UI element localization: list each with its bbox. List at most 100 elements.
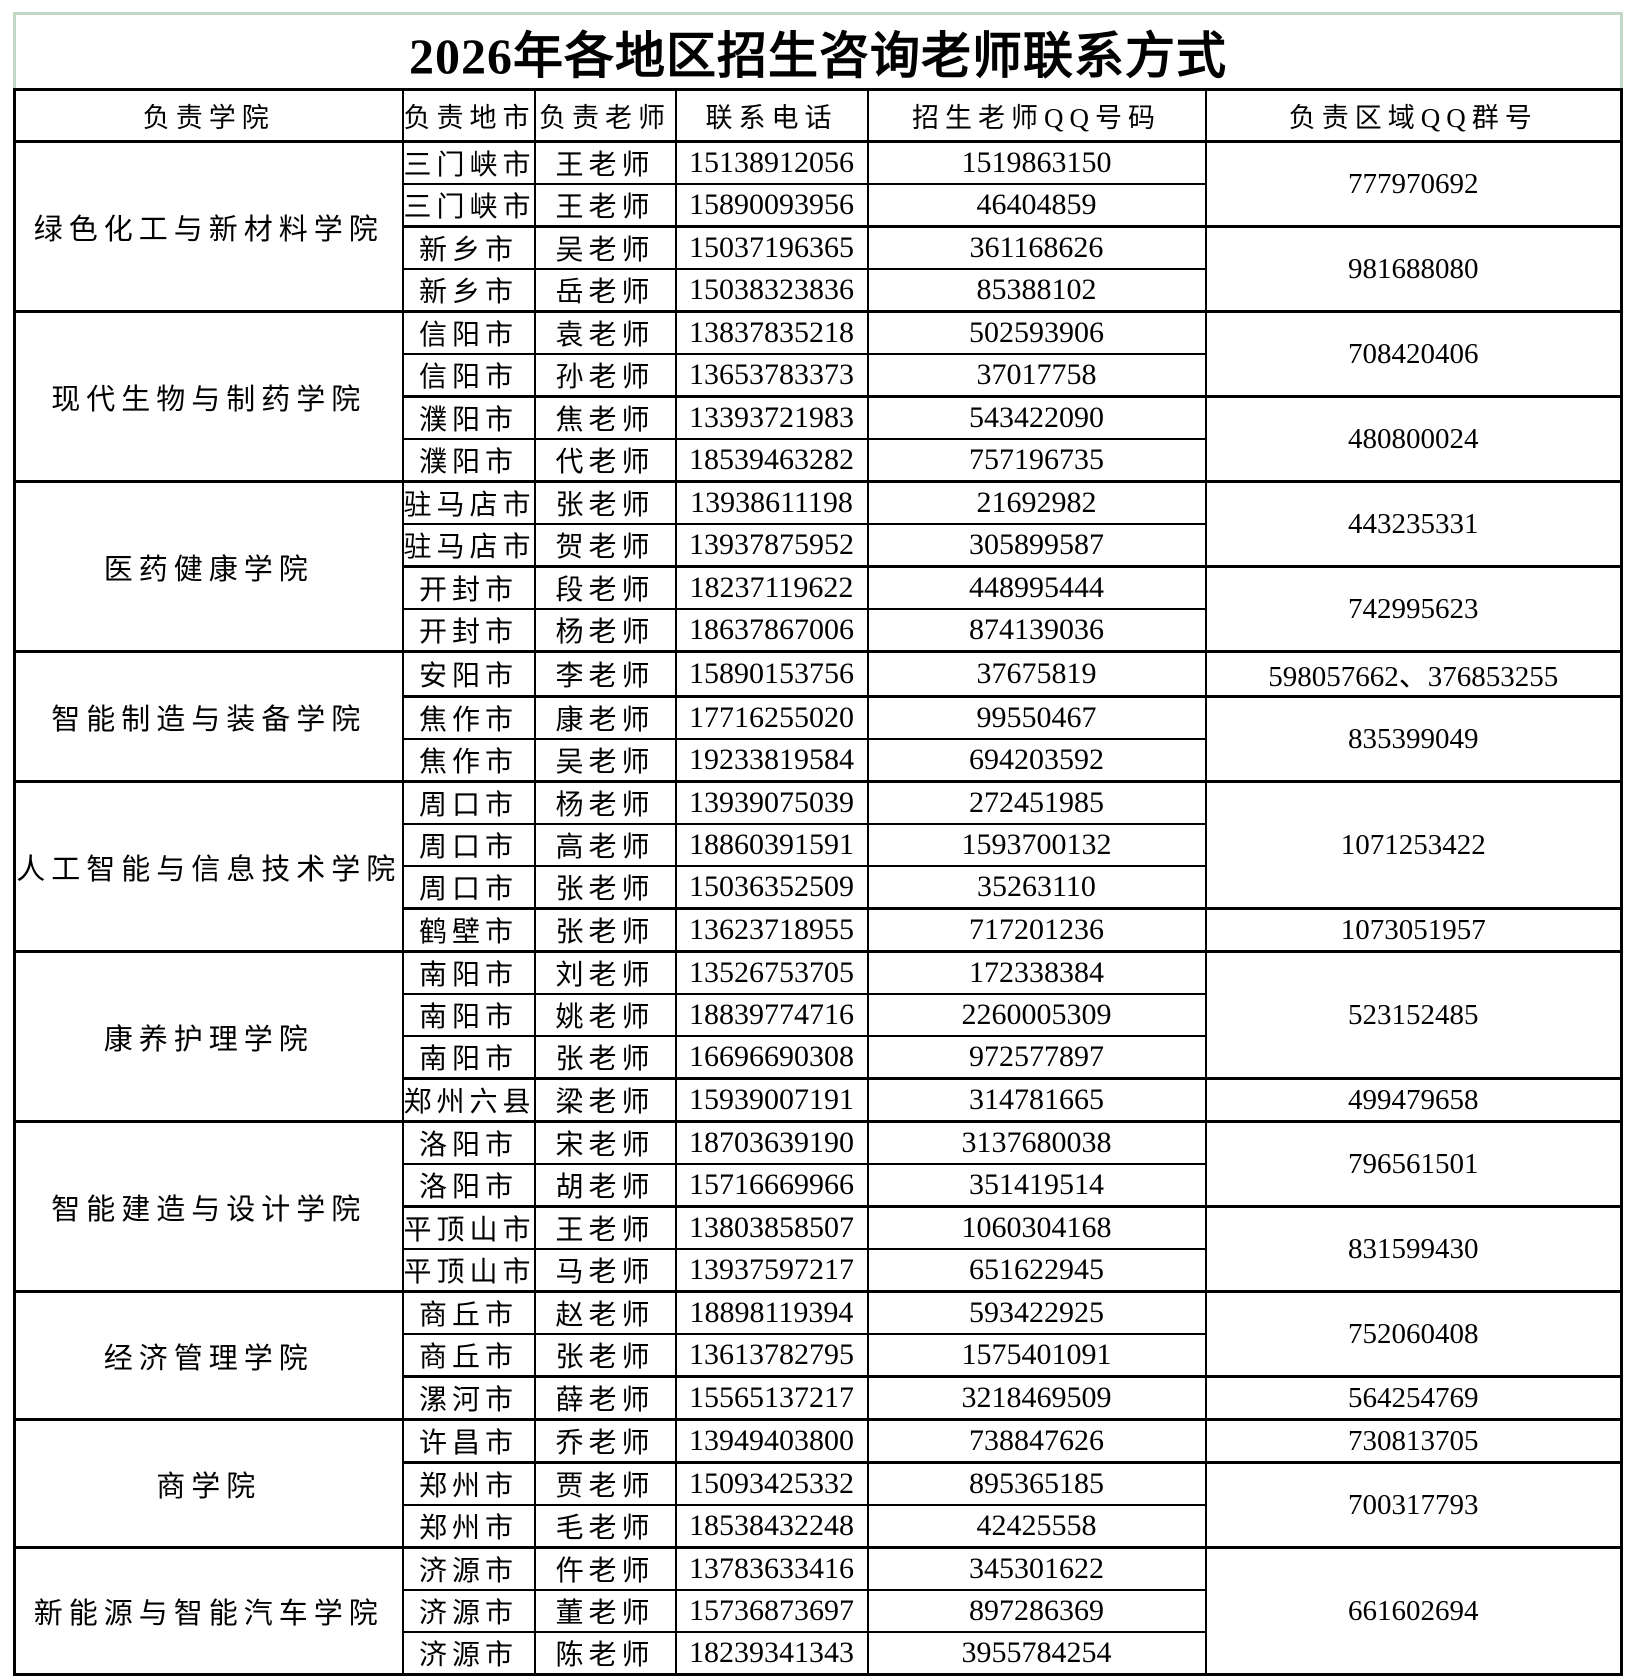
table-row: 开封市 段老师 18237119622 448995444 742995623 <box>15 565 1623 653</box>
teacher-cell: 张老师 <box>533 907 677 953</box>
table-row: 洛阳市 胡老师 15716669966 351419514 <box>15 1163 1622 1208</box>
city-cell: 焦作市 <box>401 695 536 740</box>
teacher-cell: 陈老师 <box>533 1631 677 1676</box>
qq-cell: 314781665 <box>866 1077 1207 1123</box>
teacher-cell: 薛老师 <box>533 1375 677 1421</box>
qq-cell: 46404859 <box>866 183 1207 228</box>
city-cell: 商丘市 <box>401 1290 536 1335</box>
qq-cell: 351419514 <box>866 1163 1207 1208</box>
teacher-cell: 康老师 <box>533 695 677 740</box>
header-college: 负责学院 <box>13 88 404 143</box>
qq-cell: 502593906 <box>866 310 1207 355</box>
phone-cell: 15037196365 <box>674 225 869 270</box>
college-cell: 医药健康学院 <box>13 480 404 653</box>
teacher-cell: 胡老师 <box>533 1163 677 1208</box>
city-cell: 濮阳市 <box>401 395 536 440</box>
table-row: 人工智能与信息技术学院 周口市 杨老师 13939075039 272451985 107… <box>13 780 1623 953</box>
qq-group-cell: 742995623 <box>1204 565 1623 653</box>
qq-cell: 345301622 <box>866 1546 1207 1591</box>
table-row: 开封市 杨老师 18637867006 874139036 <box>15 608 1622 653</box>
city-cell: 驻马店市 <box>401 523 536 568</box>
city-cell: 开封市 <box>401 565 536 610</box>
teacher-cell: 张老师 <box>533 1333 677 1378</box>
table-row: 郑州六县 梁老师 15939007191 314781665 499479658 <box>15 1077 1623 1123</box>
phone-cell: 13837835218 <box>674 310 869 355</box>
qq-cell: 3137680038 <box>866 1120 1207 1165</box>
qq-group-cell: 777970692 <box>1204 140 1623 228</box>
teacher-cell: 段老师 <box>533 565 677 610</box>
phone-cell: 15565137217 <box>674 1375 869 1421</box>
table-row: 绿色化工与新材料学院 三门峡市 王老师 15138912056 1519863150 77… <box>13 140 1623 313</box>
qq-cell: 757196735 <box>866 438 1207 483</box>
qq-cell: 738847626 <box>866 1418 1207 1464</box>
phone-cell: 13623718955 <box>674 907 869 953</box>
phone-cell: 15716669966 <box>674 1163 869 1208</box>
header-city: 负责地市 <box>401 88 536 143</box>
phone-cell: 13937875952 <box>674 523 869 568</box>
college-cell: 人工智能与信息技术学院 <box>13 780 404 953</box>
page-title: 2026年各地区招生咨询老师联系方式 <box>409 27 1227 84</box>
table-row: 智能制造与装备学院 安阳市 李老师 15890153756 37675819 598057… <box>13 650 1623 783</box>
teacher-cell: 焦老师 <box>533 395 677 440</box>
city-cell: 周口市 <box>401 865 536 910</box>
qq-cell: 694203592 <box>866 738 1207 783</box>
teacher-cell: 高老师 <box>533 823 677 867</box>
phone-cell: 13803858507 <box>674 1205 869 1250</box>
qq-cell: 3955784254 <box>866 1631 1207 1676</box>
qq-cell: 717201236 <box>866 907 1207 953</box>
city-cell: 南阳市 <box>401 1035 536 1080</box>
city-cell: 郑州市 <box>401 1461 536 1506</box>
city-cell: 平顶山市 <box>401 1248 536 1293</box>
teacher-cell: 乔老师 <box>533 1418 677 1464</box>
city-cell: 三门峡市 <box>401 140 536 185</box>
header-phone: 联系电话 <box>674 88 869 143</box>
table-row: 焦作市 康老师 17716255020 99550467 835399049 <box>15 695 1623 783</box>
teacher-cell: 孙老师 <box>533 353 677 398</box>
table-row: 新能源与智能汽车学院 济源市 仵老师 13783633416 345301622 6616… <box>13 1546 1623 1676</box>
qq-group-cell: 752060408 <box>1204 1290 1623 1378</box>
phone-cell: 15093425332 <box>674 1461 869 1506</box>
city-cell: 三门峡市 <box>401 183 536 228</box>
teacher-cell: 吴老师 <box>533 225 677 270</box>
teacher-cell: 岳老师 <box>533 268 677 313</box>
teacher-cell: 贾老师 <box>533 1461 677 1506</box>
table-row: 康养护理学院 南阳市 刘老师 13526753705 172338384 52315248… <box>13 950 1623 1123</box>
qq-cell: 593422925 <box>866 1290 1207 1335</box>
city-cell: 平顶山市 <box>401 1205 536 1250</box>
college-cell: 新能源与智能汽车学院 <box>13 1546 404 1676</box>
phone-cell: 18239341343 <box>674 1631 869 1676</box>
college-cell: 智能制造与装备学院 <box>13 650 404 783</box>
qq-cell: 3218469509 <box>866 1375 1207 1421</box>
city-cell: 开封市 <box>401 608 536 653</box>
qq-cell: 651622945 <box>866 1248 1207 1293</box>
city-cell: 信阳市 <box>401 310 536 355</box>
header-qq: 招生老师QQ号码 <box>866 88 1207 143</box>
qq-group-cell: 480800024 <box>1204 395 1623 483</box>
college-cell: 商学院 <box>13 1418 404 1549</box>
phone-cell: 17716255020 <box>674 695 869 740</box>
table-row: 鹤壁市 张老师 13623718955 717201236 1073051957 <box>15 907 1623 953</box>
qq-cell: 99550467 <box>866 695 1207 740</box>
table-row: 平顶山市 马老师 13937597217 651622945 <box>15 1248 1622 1293</box>
qq-cell: 21692982 <box>866 480 1207 525</box>
teacher-cell: 袁老师 <box>533 310 677 355</box>
city-cell: 驻马店市 <box>401 480 536 525</box>
teacher-cell: 姚老师 <box>533 993 677 1037</box>
qq-cell: 1519863150 <box>866 140 1207 185</box>
table-row: 新乡市 吴老师 15037196365 361168626 981688080 <box>15 225 1623 313</box>
city-cell: 济源市 <box>401 1631 536 1676</box>
qq-group-cell: 831599430 <box>1204 1205 1623 1293</box>
city-cell: 商丘市 <box>401 1333 536 1378</box>
city-cell: 新乡市 <box>401 268 536 313</box>
qq-group-cell: 661602694 <box>1204 1546 1623 1676</box>
qq-group-cell: 730813705 <box>1204 1418 1623 1464</box>
table-row: 商学院 许昌市 乔老师 13949403800 738847626 730813705 <box>13 1418 1623 1549</box>
phone-cell: 18237119622 <box>674 565 869 610</box>
phone-cell: 13937597217 <box>674 1248 869 1293</box>
qq-cell: 448995444 <box>866 565 1207 610</box>
phone-cell: 18539463282 <box>674 438 869 483</box>
phone-cell: 15736873697 <box>674 1589 869 1633</box>
header-teacher: 负责老师 <box>533 88 677 143</box>
qq-group-cell: 796561501 <box>1204 1120 1623 1208</box>
city-cell: 周口市 <box>401 823 536 867</box>
